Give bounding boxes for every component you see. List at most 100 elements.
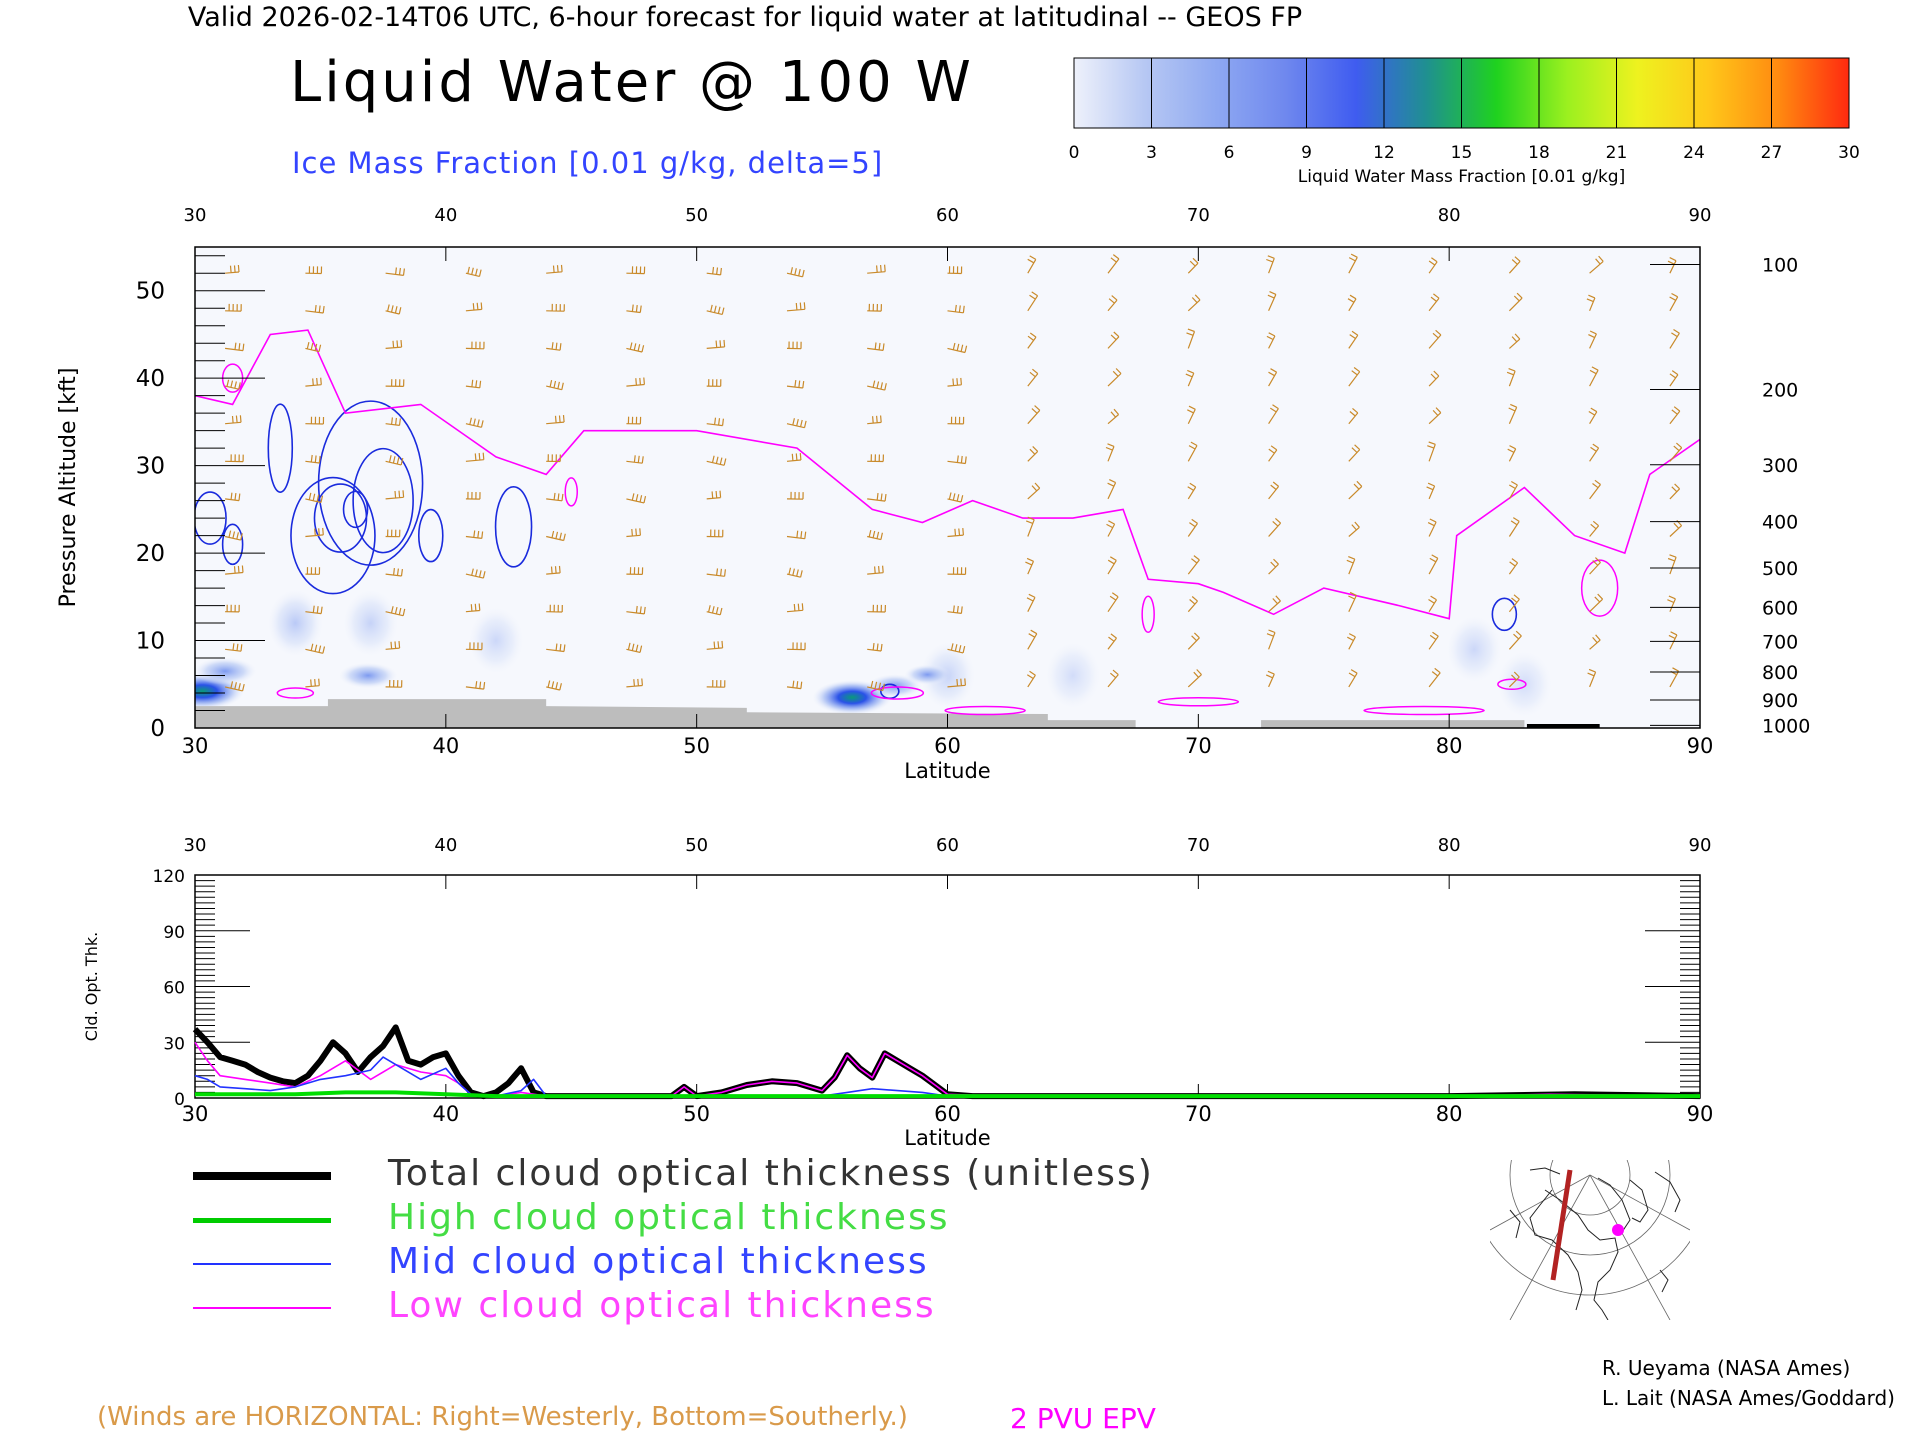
x-tick-label-top: 40 — [434, 205, 457, 226]
wind-barb — [786, 530, 807, 540]
wind-barb — [867, 680, 885, 692]
wind-barb — [1428, 667, 1441, 688]
colorbar-tick-label: 3 — [1146, 143, 1157, 163]
x-tick-label: 30 — [182, 1102, 209, 1126]
wind-barb — [706, 379, 722, 387]
wind-barb — [1187, 482, 1197, 500]
ice-contour — [352, 447, 414, 554]
wind-barb — [465, 491, 481, 500]
wind-barb — [1428, 370, 1440, 387]
wind-barb — [947, 567, 967, 575]
colorbar-tick-label: 0 — [1069, 143, 1080, 163]
wind-barb — [225, 604, 240, 613]
pressure-tick-label: 1000 — [1762, 715, 1810, 737]
legend-swatch-mid — [193, 1263, 331, 1265]
wind-barb — [305, 678, 320, 688]
wind-barb — [786, 680, 803, 690]
epv-contour — [1157, 697, 1240, 707]
wind-barb — [947, 266, 963, 275]
wind-barb — [706, 455, 727, 466]
optical-thickness-chart: 03060901203030404050506060707080809090La… — [82, 835, 1713, 1150]
wind-barb — [1268, 368, 1278, 387]
wind-barb — [626, 605, 646, 615]
wind-barb — [1027, 332, 1037, 349]
x-tick-label-top: 70 — [1187, 835, 1210, 856]
wind-barb — [1509, 333, 1521, 349]
colorbar-label: Liquid Water Mass Fraction [0.01 g/kg] — [1298, 167, 1625, 187]
epv-contour — [1363, 705, 1485, 716]
wind-barb — [1427, 441, 1436, 462]
wind-barb — [1428, 631, 1439, 650]
wind-barb — [867, 303, 882, 312]
wind-barb — [786, 380, 805, 389]
wind-barb — [1187, 405, 1196, 424]
x-tick-label: 70 — [1185, 1102, 1212, 1126]
wind-barb — [1348, 253, 1358, 274]
epv-contour — [870, 686, 925, 700]
wind-barb — [465, 530, 484, 539]
wind-barb — [1027, 368, 1039, 387]
wind-barb — [1107, 368, 1122, 387]
colorbar-tick-label: 9 — [1301, 143, 1312, 163]
wind-barb — [1669, 328, 1680, 349]
wind-barb — [867, 565, 884, 575]
wind-barb — [1107, 331, 1120, 349]
x-axis-label: Latitude — [904, 759, 990, 780]
pressure-tick-label: 900 — [1762, 690, 1798, 712]
x-axis-label: Latitude — [904, 1126, 990, 1150]
wind-barb — [626, 493, 647, 504]
wind-barb — [1426, 482, 1436, 500]
wind-barb — [224, 681, 245, 692]
wind-barb — [786, 302, 806, 312]
liquid-water-shading — [267, 589, 324, 658]
wind-barb — [225, 454, 244, 463]
colorbar: 0 3 6 9 12 15 18 21 24 27 30 Liquid Water Mass Frac… — [1069, 57, 1860, 187]
epv-contour — [276, 687, 315, 699]
wind-barb — [1348, 669, 1358, 688]
wind-barb — [225, 565, 244, 575]
x-tick-label-top: 50 — [685, 835, 708, 856]
wind-barb — [1107, 556, 1117, 575]
wind-barb — [1107, 254, 1120, 274]
wind-barb — [1667, 554, 1677, 575]
wind-barb — [1106, 520, 1116, 537]
ice-contour — [417, 508, 444, 563]
epv-contour — [944, 705, 1026, 716]
wind-barb — [1187, 294, 1201, 312]
wind-barb — [1348, 591, 1357, 612]
wind-barb — [1107, 669, 1119, 688]
wind-barb — [305, 567, 321, 575]
pressure-tick-label: 100 — [1762, 254, 1798, 276]
wind-barb — [1589, 634, 1601, 650]
wind-barb — [385, 304, 402, 315]
wind-barb — [465, 379, 482, 389]
wind-barb — [1025, 557, 1035, 575]
wind-barb — [1185, 369, 1195, 387]
x-tick-label: 70 — [1185, 734, 1212, 758]
wind-barb — [1348, 330, 1359, 349]
transect-line — [1550, 1169, 1573, 1281]
wind-barb — [465, 417, 484, 428]
header-line: Valid 2026-02-14T06 UTC, 6-hour forecast… — [0, 2, 1920, 33]
pressure-tick-label: 400 — [1762, 512, 1798, 534]
legend-swatch-total — [193, 1172, 331, 1180]
wind-barb — [867, 380, 887, 391]
wind-barb — [1268, 595, 1281, 613]
wind-barb — [1669, 370, 1679, 387]
ice-contour — [267, 403, 294, 493]
wind-barb — [626, 678, 643, 688]
wind-barb — [225, 492, 241, 502]
wind-barb — [1266, 629, 1276, 650]
y-axis-label: Pressure Altitude [kft] — [56, 368, 81, 608]
wind-barb — [1669, 292, 1679, 312]
liquid-water-blob — [904, 664, 951, 685]
colorbar-tick-label: 24 — [1683, 143, 1705, 163]
wind-barb — [706, 640, 724, 650]
wind-barb — [385, 529, 401, 538]
epv-contour — [1497, 678, 1527, 691]
location-map — [1490, 1160, 1690, 1320]
wind-barb — [706, 679, 726, 688]
ice-contour — [494, 486, 533, 568]
pressure-tick-label: 500 — [1762, 558, 1798, 580]
x-tick-label-top: 80 — [1438, 835, 1461, 856]
